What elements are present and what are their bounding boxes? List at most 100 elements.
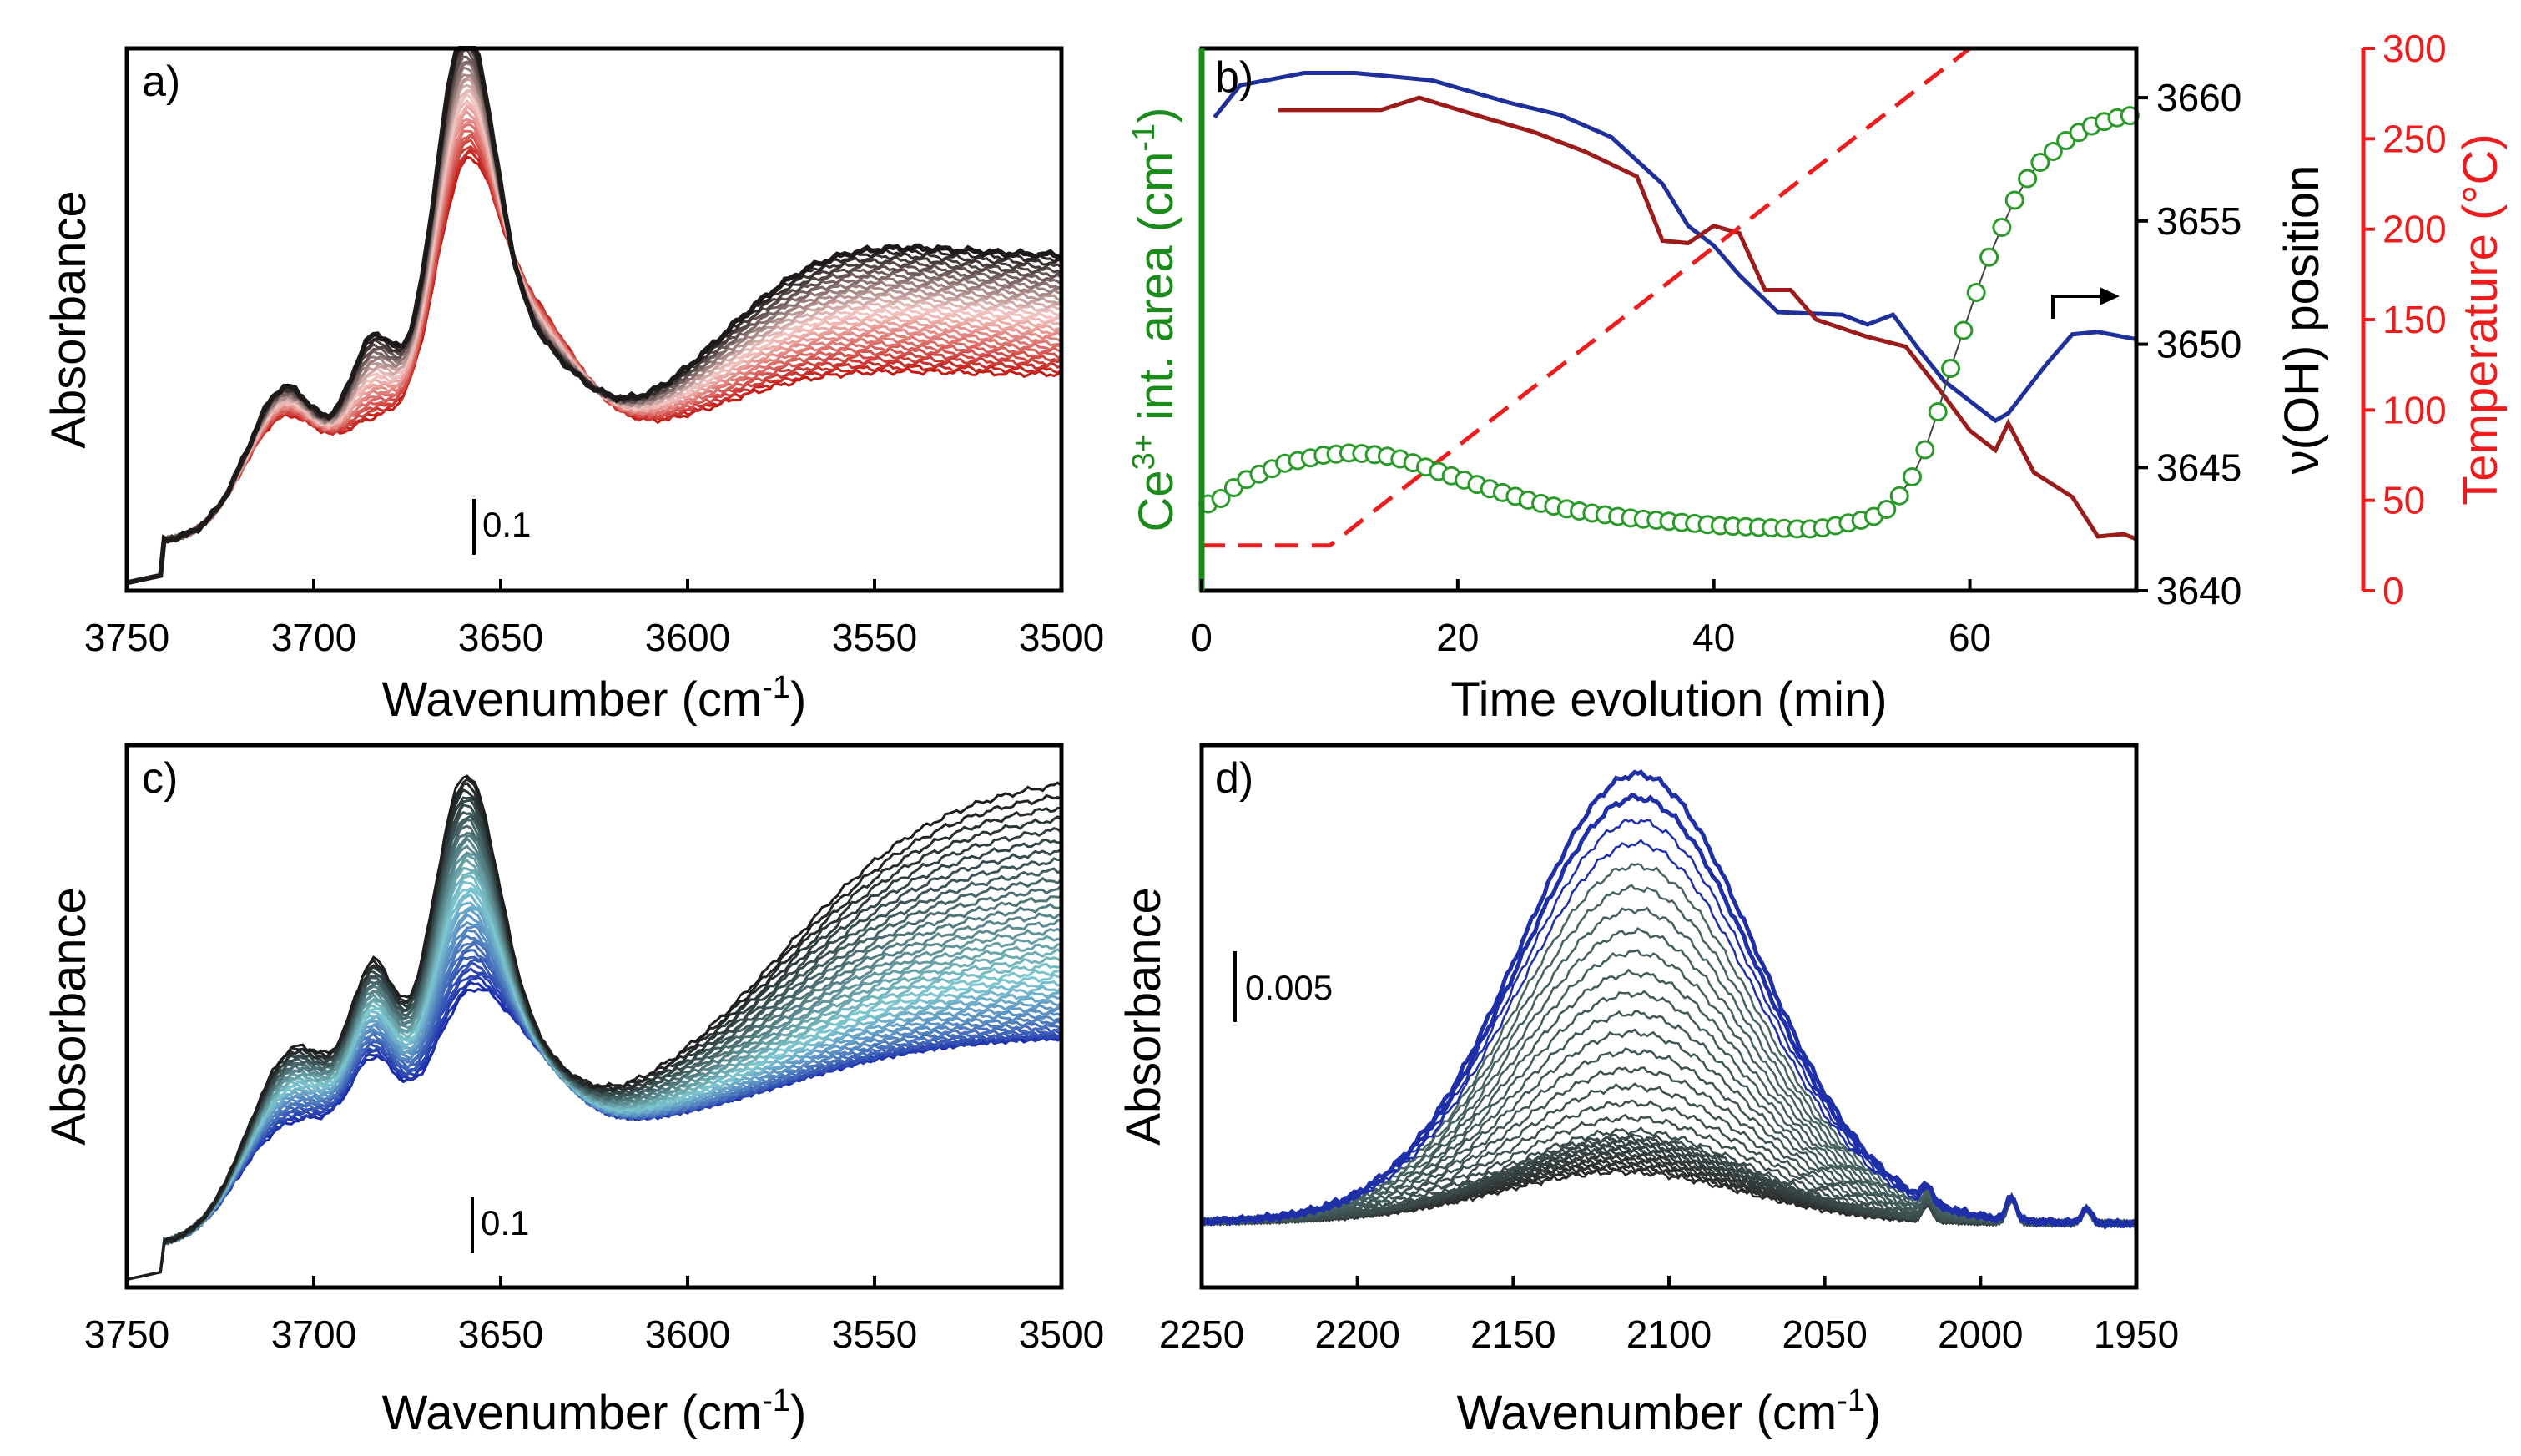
panel-d-spectrum (1201, 1010, 2137, 1228)
panel-a-curves (126, 46, 1063, 586)
panel-a-frame (124, 46, 1064, 593)
panel-a-spectrum (126, 46, 1062, 586)
panel-c-x-tick-label: 3650 (458, 1312, 543, 1356)
ce-area-point (2018, 169, 2038, 189)
oh-position-line (1213, 71, 2137, 424)
panel-d-ticks: 2250 2200 2150 2100 2050 2000 1950 (1159, 1276, 2179, 1356)
ce-area-point (1966, 283, 1986, 302)
ce-area-point (1928, 402, 1948, 421)
panel-c-curves (126, 774, 1063, 1281)
ce-area-point (1979, 247, 1999, 267)
panel-b-right2-tick-label: 100 (2382, 388, 2447, 431)
panel-c-x-tick-label: 3750 (84, 1312, 169, 1356)
panel-a-spectrum (126, 123, 1062, 584)
panel-a-spectrum (126, 155, 1062, 584)
temperature-line (1202, 46, 2136, 548)
panel-d-curves (1200, 769, 2138, 1230)
panel-c-spectrum (126, 924, 1062, 1281)
panel-d-x-tick-label: 2150 (1470, 1312, 1555, 1356)
panel-a-spectrum (126, 120, 1062, 584)
panel-b-right2-tick-label: 200 (2382, 208, 2447, 251)
panel-b-right1-label: ν(OH) position (2275, 165, 2329, 475)
ce-area-point (1915, 440, 1935, 460)
ce-area-line (1208, 114, 2130, 530)
panel-d-spectrum (1201, 949, 2137, 1228)
panel-a-ylabel: Absorbance (42, 190, 96, 449)
panel-d-x-tick-label: 2050 (1782, 1312, 1867, 1356)
ce-area-point (1889, 486, 1909, 506)
panel-a-spectrum (126, 144, 1062, 584)
panel-d-x-tick-label: 2100 (1626, 1312, 1712, 1356)
panel-c-spectrum (126, 796, 1062, 1281)
panel-d-x-tick-label: 1950 (2094, 1312, 2179, 1356)
panel-a-spectrum (126, 147, 1062, 584)
panel-d-label: d) (1215, 754, 1253, 803)
panel-b-right2-tick-label: 300 (2382, 27, 2447, 70)
panel-b-x-tick-label: 60 (1949, 616, 1991, 659)
panel-a-x-tick-label: 3750 (84, 616, 169, 659)
ce-area-point (1954, 320, 1974, 340)
panel-c-x-tick-label: 3600 (645, 1312, 730, 1356)
panel-b-ticks: 0 20 40 60 3640 3645 3650 3655 3660 0 50 100 150 200 2… (1191, 27, 2447, 659)
panel-b-curves (1198, 46, 2140, 548)
panel-a-spectrum (126, 110, 1062, 584)
panel-c-frame (124, 743, 1064, 1290)
ce-area-point (2030, 153, 2050, 172)
panel-d-xlabel: Wavenumber (cm-1) (1457, 1383, 1882, 1440)
panel-d-ylabel: Absorbance (1117, 887, 1171, 1146)
ce-area-point (1877, 500, 1897, 519)
panel-b-left-label: Ce3+ int. area (cm-1) (1127, 107, 1183, 532)
panel-c-spectrum (126, 836, 1062, 1281)
panel-b-right2-tick-label: 150 (2382, 298, 2447, 341)
arrow-right-icon (2051, 287, 2120, 319)
panel-b-right2-tick-label: 0 (2382, 569, 2404, 612)
panel-c-ticks: 3750 3700 3650 3600 3550 3500 (84, 1276, 1104, 1356)
panel-a-xlabel: Wavenumber (cm-1) (382, 670, 807, 727)
ce-area-point (1941, 359, 1960, 378)
panel-a-x-tick-label: 3700 (271, 616, 356, 659)
ce-area-point (2004, 190, 2024, 210)
panel-c-spectrum (126, 851, 1062, 1281)
panel-a: 3750 3700 3650 3600 3550 3500 a) 0.1 Absorban… (42, 46, 1104, 727)
panel-b-frame (1199, 46, 2139, 593)
panel-a-x-tick-label: 3650 (458, 616, 543, 659)
panel-b-label: b) (1215, 53, 1253, 102)
panel-b-right1-tick-label: 3655 (2156, 199, 2241, 243)
panel-b-x-tick-label: 40 (1692, 616, 1735, 659)
panel-a-label: a) (142, 58, 180, 106)
panel-d-x-tick-label: 2200 (1314, 1312, 1399, 1356)
panel-b-right1-tick-label: 3645 (2156, 446, 2241, 489)
panel-a-ticks: 3750 3700 3650 3600 3550 3500 (84, 579, 1104, 659)
panel-c-x-tick-label: 3700 (271, 1312, 356, 1356)
panel-c-spectrum (126, 814, 1062, 1281)
panel-b-right2-tick-label: 250 (2382, 117, 2447, 160)
panel-b-right1-tick-label: 3640 (2156, 569, 2241, 612)
panel-c-ylabel: Absorbance (42, 887, 96, 1146)
ce-area-point (1211, 489, 1231, 508)
panel-a-x-tick-label: 3500 (1019, 616, 1104, 659)
panel-d: 2250 2200 2150 2100 2050 2000 1950 d) 0.005 Ab… (1117, 743, 2179, 1440)
panel-a-scalebar-label: 0.1 (482, 505, 531, 544)
panel-a-spectrum (126, 62, 1062, 584)
panel-d-x-tick-label: 2000 (1938, 1312, 2023, 1356)
oh-position-line (1278, 95, 2137, 542)
panel-c-spectrum (126, 831, 1062, 1281)
ce-area-point (1903, 467, 1922, 486)
panel-b-right2-label: Temperature (°C) (2453, 134, 2508, 505)
panel-d-spectrum (1201, 927, 2137, 1228)
panel-a-spectrum (126, 149, 1062, 584)
panel-a-spectrum (126, 90, 1062, 584)
panel-c: 3750 3700 3650 3600 3550 3500 c) 0.1 Absorban… (42, 743, 1104, 1440)
panel-a-spectrum (126, 92, 1062, 584)
panel-d-spectrum (1201, 968, 2137, 1229)
panel-b-x-tick-label: 20 (1436, 616, 1479, 659)
panel-d-scalebar-label: 0.005 (1245, 968, 1333, 1007)
panel-c-label: c) (142, 754, 178, 803)
panel-c-x-tick-label: 3500 (1019, 1312, 1104, 1356)
panel-b-right1-tick-label: 3660 (2156, 76, 2241, 119)
ce-area-point (1992, 218, 2012, 237)
panel-d-spectrum (1201, 990, 2137, 1228)
panel-a-spectrum (126, 60, 1062, 584)
panel-a-spectrum (126, 88, 1062, 584)
